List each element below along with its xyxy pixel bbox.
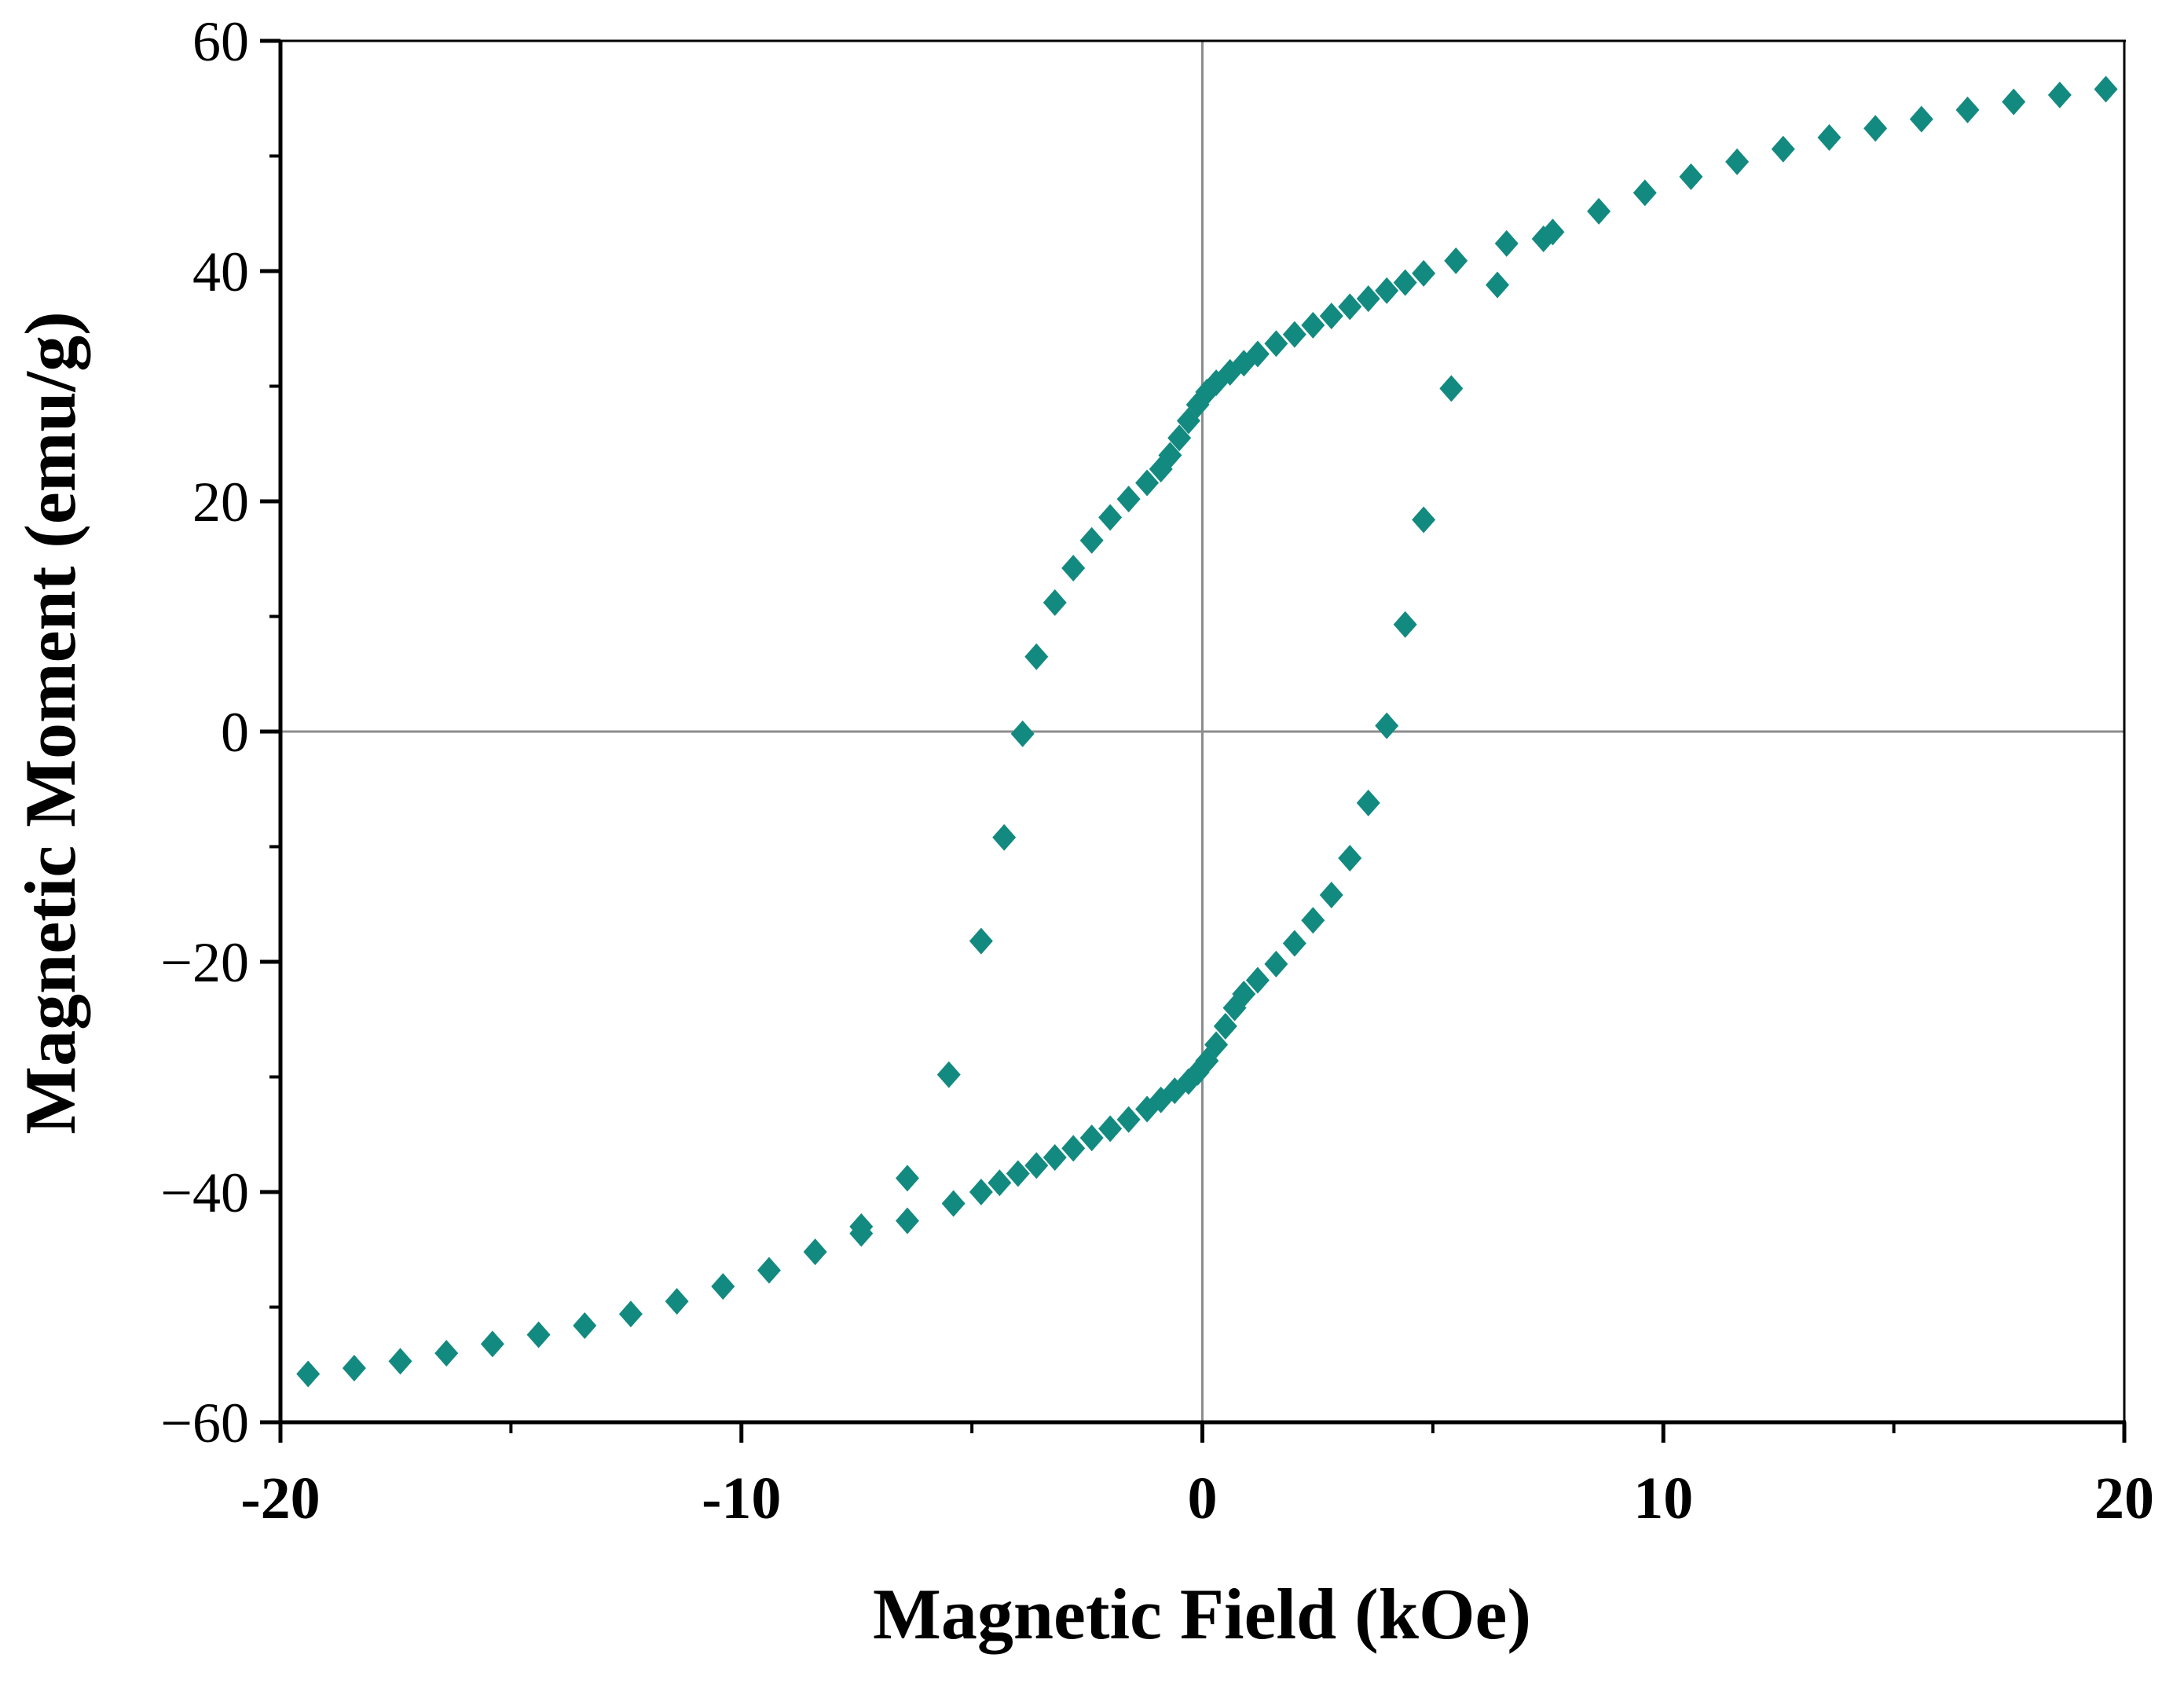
- data-point: [1771, 135, 1795, 163]
- data-point: [711, 1273, 735, 1300]
- y-tick-label: −20: [160, 931, 249, 994]
- x-tick-label: -20: [240, 1465, 320, 1531]
- x-axis-title: Magnetic Field (kOe): [873, 1574, 1531, 1654]
- x-tick-label: 10: [1633, 1465, 1693, 1531]
- data-point: [1412, 259, 1436, 287]
- x-tick-label: 0: [1188, 1465, 1218, 1531]
- data-point: [1213, 1013, 1237, 1040]
- data-point: [1024, 643, 1049, 670]
- data-point: [526, 1321, 551, 1348]
- data-point: [1444, 247, 1468, 274]
- data-point: [969, 927, 993, 955]
- data-point: [1587, 197, 1611, 225]
- data-point: [969, 1179, 993, 1205]
- y-tick-label: 0: [221, 701, 249, 764]
- data-point: [1319, 882, 1343, 909]
- data-point: [1079, 1124, 1104, 1152]
- data-point: [1061, 554, 1086, 581]
- data-point: [1061, 1135, 1086, 1162]
- y-tick-label: 60: [192, 10, 249, 73]
- data-point: [296, 1360, 321, 1388]
- data-point: [895, 1207, 919, 1234]
- data-point: [1817, 124, 1841, 152]
- data-point: [1338, 845, 1362, 872]
- data-point: [1167, 424, 1192, 452]
- series-ascending-branch: [296, 225, 1556, 1388]
- data-point: [803, 1238, 827, 1266]
- data-point: [2047, 81, 2072, 108]
- x-tick-label: -10: [702, 1465, 781, 1531]
- data-point: [1043, 1144, 1067, 1172]
- data-point: [1264, 950, 1288, 978]
- data-point: [1531, 225, 1556, 252]
- data-point: [1116, 1106, 1141, 1133]
- data-points: [296, 75, 2118, 1388]
- data-point: [573, 1311, 597, 1339]
- data-point: [936, 1061, 961, 1088]
- data-point: [1338, 293, 1362, 321]
- data-point: [941, 1190, 966, 1217]
- data-point: [1149, 455, 1173, 482]
- data-point: [618, 1300, 643, 1328]
- data-point: [1232, 981, 1256, 1008]
- data-point: [1375, 712, 1399, 739]
- y-tick-label: −60: [160, 1392, 249, 1454]
- zero-lines: [280, 41, 2124, 1422]
- data-point: [1176, 407, 1200, 435]
- data-point: [757, 1256, 781, 1284]
- data-point: [1486, 271, 1510, 299]
- data-point: [1135, 469, 1160, 497]
- data-point: [1955, 96, 1980, 123]
- data-point: [1245, 967, 1270, 994]
- data-point: [1319, 303, 1343, 330]
- data-point: [1412, 506, 1436, 534]
- data-point: [1356, 789, 1380, 816]
- data-point: [1098, 1115, 1123, 1143]
- data-point: [480, 1330, 504, 1358]
- data-point: [1006, 1160, 1030, 1187]
- data-point: [895, 1165, 919, 1192]
- data-point: [1010, 720, 1035, 747]
- tick-labels: −60 −40 −20 0 20 40 60 -20 -10 0 10 20: [160, 10, 2154, 1531]
- data-point: [1264, 330, 1288, 358]
- data-point: [1494, 229, 1519, 257]
- data-point: [1098, 504, 1123, 531]
- data-point: [665, 1288, 689, 1315]
- data-point: [342, 1355, 366, 1382]
- data-point: [1282, 930, 1306, 957]
- data-point: [1439, 375, 1464, 402]
- y-tick-label: 20: [192, 471, 249, 534]
- data-point: [992, 823, 1017, 851]
- tick-marks: [260, 39, 2127, 1443]
- y-tick-label: 40: [192, 240, 249, 303]
- y-axis-title: Magnetic Moment (emu/g): [10, 311, 90, 1134]
- data-point: [1116, 486, 1141, 513]
- data-point: [1204, 1031, 1229, 1058]
- x-tick-label: 20: [2094, 1465, 2154, 1531]
- data-point: [1301, 907, 1325, 934]
- data-point: [1863, 115, 1888, 142]
- data-point: [1024, 1152, 1049, 1179]
- data-point: [1679, 163, 1703, 190]
- data-point: [1909, 105, 1933, 133]
- data-point: [849, 1220, 874, 1247]
- data-point: [1356, 285, 1380, 313]
- data-point: [2094, 75, 2118, 103]
- data-point: [1393, 269, 1417, 296]
- data-point: [1725, 148, 1750, 175]
- data-point: [1043, 589, 1067, 616]
- data-point: [1282, 321, 1306, 348]
- y-tick-label: −40: [160, 1161, 249, 1224]
- data-point: [2002, 88, 2026, 116]
- data-point: [1393, 611, 1417, 638]
- data-point: [1301, 311, 1325, 339]
- data-point: [988, 1169, 1012, 1197]
- data-point: [388, 1348, 412, 1375]
- data-point: [1375, 277, 1399, 304]
- data-point: [1633, 179, 1657, 207]
- data-point: [1079, 526, 1104, 554]
- data-point: [434, 1340, 459, 1367]
